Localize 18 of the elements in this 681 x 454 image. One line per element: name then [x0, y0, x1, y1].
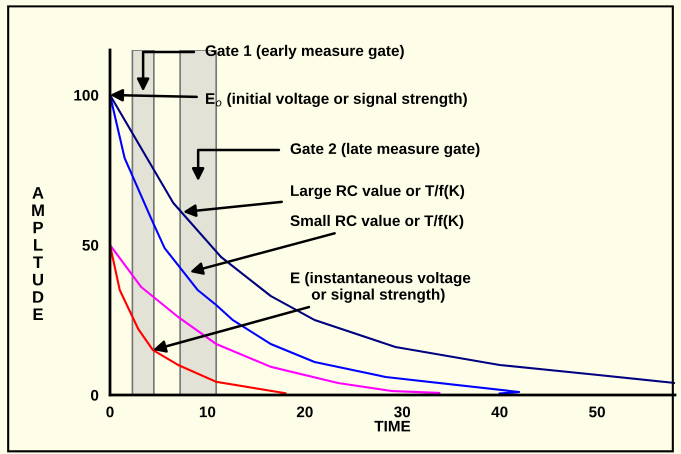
line-series: [110, 94, 675, 384]
y-axis-title: AMPLTUDE: [32, 187, 44, 320]
annotation: E$_{o}$ (initial voltage or signal strength): [206, 92, 467, 108]
y-tick-label: 50: [82, 240, 98, 251]
x-tick-label: 0: [106, 406, 114, 418]
x-axis-title: TIME: [374, 420, 410, 432]
x-tick-label: 30: [394, 406, 410, 418]
x-tick-label: 20: [296, 406, 313, 418]
annotation: E (instantaneous voltage or signal strength): [291, 272, 470, 303]
x-tick-label: 50: [589, 406, 605, 418]
y-tick-label: 0: [90, 390, 98, 401]
annotation: Gate 2 (late measure gate): [290, 142, 480, 158]
annotation: Small RC value or T/f(K): [290, 214, 464, 230]
x-tick-label: 40: [491, 406, 508, 418]
y-tick-label: 100: [74, 90, 98, 101]
annotation: Large RC value or T/f(K): [291, 184, 464, 200]
x-tick-label: 10: [200, 406, 216, 418]
annotation: Gate 1 (early measure gate): [206, 44, 404, 60]
